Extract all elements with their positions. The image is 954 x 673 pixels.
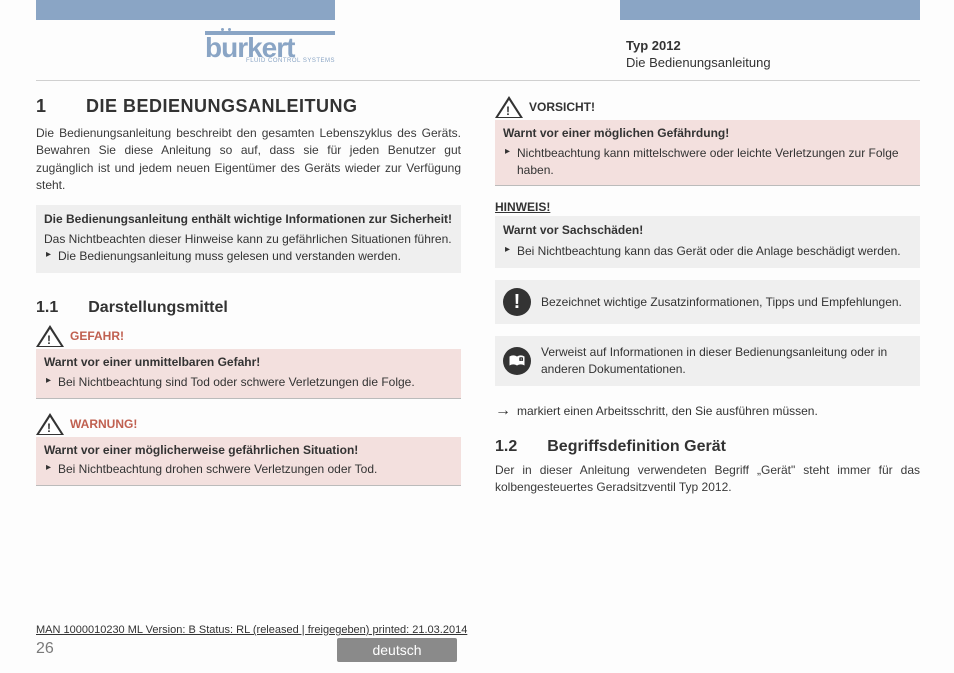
info-tips-row: ! Bezeichnet wichtige Zusatzinformatione… <box>495 280 920 324</box>
arrow-right-icon: → <box>495 402 511 420</box>
section-1-1-title: Darstellungsmittel <box>88 299 228 317</box>
warnung-bullet: Bei Nichtbeachtung drohen schwere Verlet… <box>44 461 453 478</box>
safety-box-title: Die Bedienungsanleitung enthält wichtige… <box>44 211 453 228</box>
gefahr-label: GEFAHR! <box>70 329 124 343</box>
vorsicht-head: ! VORSICHT! <box>495 96 920 118</box>
header-rule <box>36 80 920 81</box>
vorsicht-block: ! VORSICHT! Warnt vor einer möglichen Ge… <box>495 96 920 186</box>
warning-triangle-icon: ! <box>36 325 64 347</box>
footer-meta: MAN 1000010230 ML Version: B Status: RL … <box>36 624 920 636</box>
section-name: Die Bedienungsanleitung <box>626 55 771 70</box>
exclamation-circle-icon: ! <box>503 288 531 316</box>
content-area: 1 DIE BEDIENUNGSANLEITUNG Die Bedienungs… <box>36 96 920 496</box>
workstep-text: markiert einen Arbeitsschritt, den Sie a… <box>517 404 818 418</box>
section-1-1-heading: 1.1 Darstellungsmittel <box>36 299 461 317</box>
gefahr-head: ! GEFAHR! <box>36 325 461 347</box>
info-reference-row: i Verweist auf Informationen in dieser B… <box>495 336 920 386</box>
workstep-line: → markiert einen Arbeitsschritt, den Sie… <box>495 402 920 420</box>
manual-page: burkert FLUID CONTROL SYSTEMS Typ 2012 D… <box>0 0 954 673</box>
top-accent-right <box>620 0 920 20</box>
book-info-icon: i <box>503 347 531 375</box>
section-1-num: 1 <box>36 96 56 117</box>
type-label: Typ 2012 <box>626 38 771 53</box>
left-column: 1 DIE BEDIENUNGSANLEITUNG Die Bedienungs… <box>36 96 461 496</box>
safety-box: Die Bedienungsanleitung enthält wichtige… <box>36 205 461 273</box>
section-1-2-num: 1.2 <box>495 438 517 456</box>
warning-triangle-icon: ! <box>495 96 523 118</box>
section-1-intro: Die Bedienungsanleitung beschreibt den g… <box>36 125 461 195</box>
gefahr-bullet: Bei Nichtbeachtung sind Tod oder schwere… <box>44 374 453 391</box>
warnung-block: ! WARNUNG! Warnt vor einer möglicherweis… <box>36 413 461 487</box>
warnung-box: Warnt vor einer möglicherweise gefährlic… <box>36 437 461 487</box>
info-reference-text: Verweist auf Informationen in dieser Bed… <box>541 344 912 378</box>
gefahr-block: ! GEFAHR! Warnt vor einer unmittelbaren … <box>36 325 461 399</box>
logo-text: burkert <box>205 35 335 60</box>
warning-triangle-icon: ! <box>36 413 64 435</box>
warnung-head: ! WARNUNG! <box>36 413 461 435</box>
vorsicht-box: Warnt vor einer möglichen Gefährdung! Ni… <box>495 120 920 186</box>
hinweis-box: Warnt vor Sachschäden! Bei Nichtbeachtun… <box>495 216 920 268</box>
section-1-2-body: Der in dieser Anleitung verwendeten Begr… <box>495 462 920 497</box>
brand-logo: burkert FLUID CONTROL SYSTEMS <box>205 35 335 64</box>
gefahr-bold: Warnt vor einer unmittelbaren Gefahr! <box>44 354 453 371</box>
section-1-heading: 1 DIE BEDIENUNGSANLEITUNG <box>36 96 461 117</box>
language-tab: deutsch <box>337 638 457 662</box>
gefahr-box: Warnt vor einer unmittelbaren Gefahr! Be… <box>36 349 461 399</box>
section-1-2-title: Begriffsdefinition Gerät <box>547 438 726 456</box>
safety-box-bullet: Die Bedienungsanleitung muss gelesen und… <box>44 248 453 265</box>
hinweis-bold: Warnt vor Sachschäden! <box>503 222 912 239</box>
section-1-1-num: 1.1 <box>36 299 58 317</box>
safety-box-line: Das Nichtbeachten dieser Hinweise kann z… <box>44 231 453 248</box>
section-1-2-heading: 1.2 Begriffsdefinition Gerät <box>495 438 920 456</box>
svg-text:i: i <box>521 357 522 361</box>
info-tips-text: Bezeichnet wichtige Zusatzinformationen,… <box>541 294 902 311</box>
page-header: Typ 2012 Die Bedienungsanleitung <box>626 38 771 70</box>
right-column: ! VORSICHT! Warnt vor einer möglichen Ge… <box>495 96 920 496</box>
warnung-label: WARNUNG! <box>70 417 137 431</box>
vorsicht-bullet: Nichtbeachtung kann mittelschwere oder l… <box>503 145 912 179</box>
page-number: 26 <box>36 640 54 658</box>
top-accent-left <box>36 0 335 20</box>
hinweis-label: HINWEIS! <box>495 200 920 214</box>
hinweis-bullet: Bei Nichtbeachtung kann das Gerät oder d… <box>503 243 912 260</box>
section-1-title: DIE BEDIENUNGSANLEITUNG <box>86 96 358 117</box>
vorsicht-label: VORSICHT! <box>529 100 595 114</box>
warnung-bold: Warnt vor einer möglicherweise gefährlic… <box>44 442 453 459</box>
vorsicht-bold: Warnt vor einer möglichen Gefährdung! <box>503 125 912 142</box>
